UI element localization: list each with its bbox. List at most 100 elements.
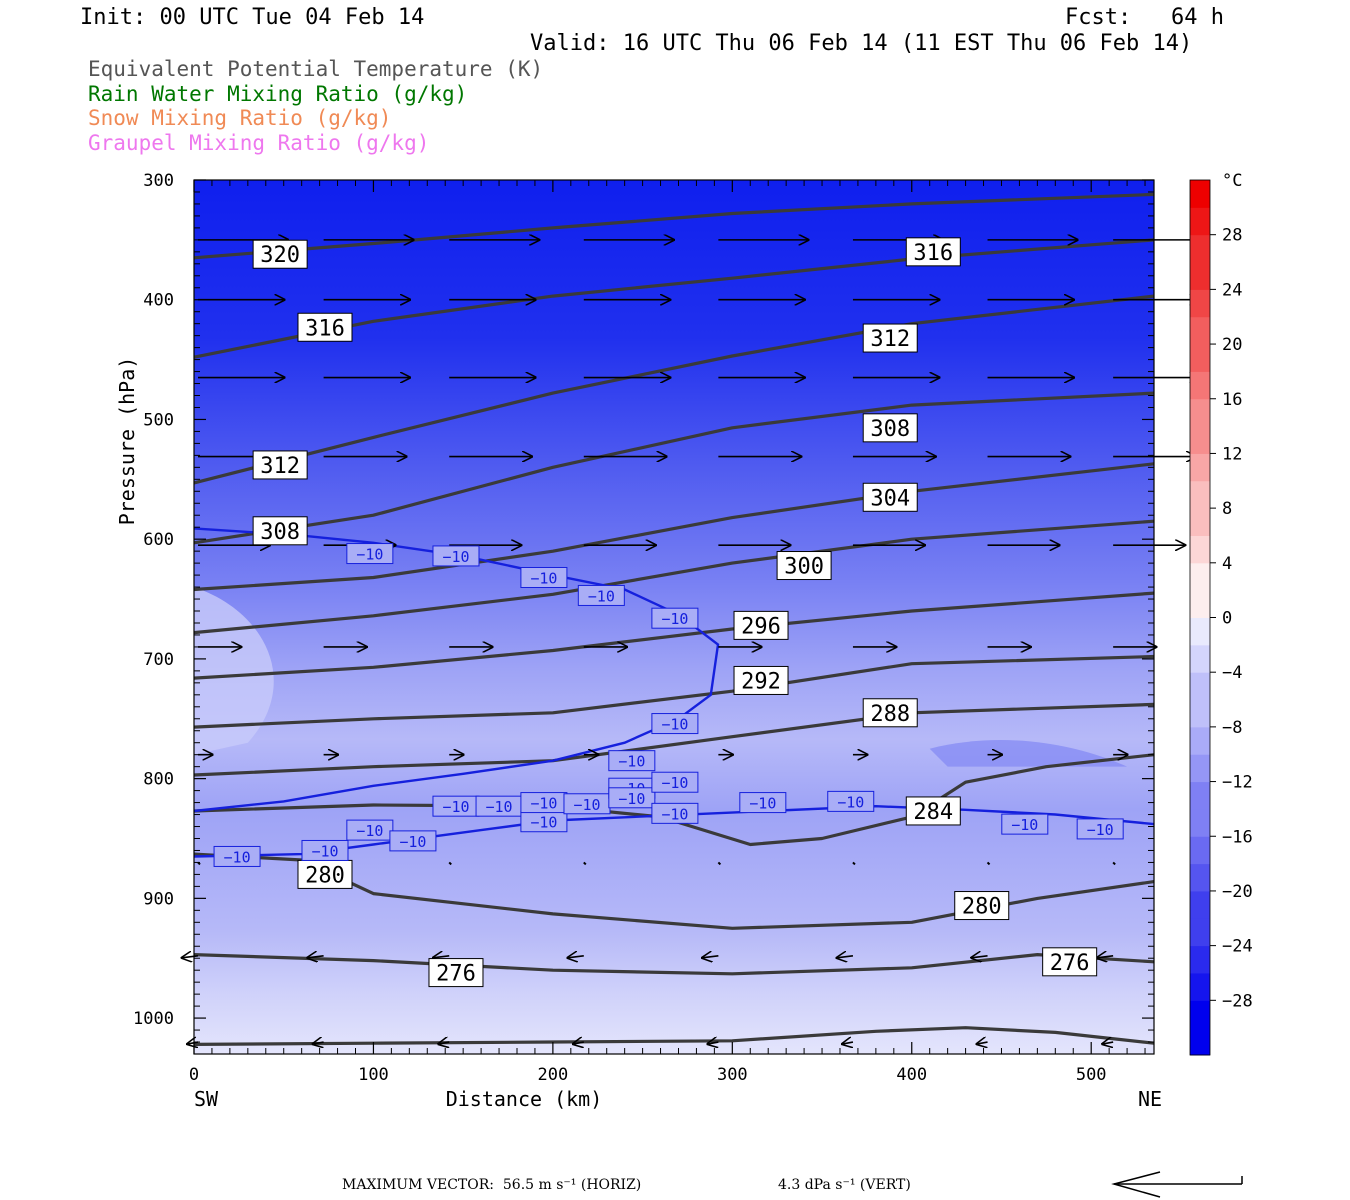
- wind-vector: [837, 956, 854, 958]
- colorbar-segment: [1190, 945, 1210, 974]
- theta-e-label-box: [862, 413, 918, 443]
- x-axis-label: Distance (km): [446, 1087, 603, 1111]
- colorbar-segment: [1190, 180, 1210, 208]
- colorbar-segment: [1190, 754, 1210, 783]
- warm-pocket: [194, 587, 274, 755]
- colorbar-segment: [1190, 781, 1210, 810]
- theta-e-label: 288: [870, 702, 910, 727]
- theta-e-label: 280: [305, 863, 345, 888]
- theta-e-contour-300: [193, 519, 1155, 635]
- colorbar-segment: [1190, 398, 1210, 427]
- isotherm-label: −10: [1011, 816, 1038, 834]
- y-tick-label: 1000: [133, 1009, 174, 1029]
- ne-label: NE: [1138, 1087, 1162, 1111]
- colorbar-tick-label: 20: [1222, 335, 1242, 355]
- colorbar-unit: °C: [1222, 171, 1242, 191]
- x-tick-label: 200: [538, 1065, 569, 1085]
- colorbar-tick-label: −20: [1222, 882, 1253, 902]
- isotherm-label-box: [301, 839, 349, 861]
- theta-e-label: 300: [784, 555, 824, 580]
- legend-rain: Rain Water Mixing Ratio (g/kg): [88, 82, 468, 106]
- theta-e-label-box: [862, 323, 918, 353]
- x-tick-label: 0: [189, 1065, 199, 1085]
- wind-vector: [573, 1042, 584, 1044]
- colorbar-segment: [1190, 644, 1210, 673]
- isotherm-label: −10: [1087, 821, 1114, 839]
- isotherm-label: −10: [224, 848, 251, 866]
- colorbar-segment: [1190, 972, 1210, 1001]
- isotherm-label: −10: [588, 587, 615, 605]
- theta-e-label-box: [428, 958, 484, 988]
- isotherm-label: −10: [618, 753, 645, 771]
- x-tick-label: 400: [896, 1065, 927, 1085]
- isotherm-label-box: [213, 845, 261, 867]
- wind-vector: [852, 861, 856, 866]
- theta-e-contour-296: [193, 591, 1155, 680]
- theta-e-contour-312: [193, 294, 1155, 485]
- wind-vector: [1112, 861, 1116, 866]
- colorbar-segment: [1190, 426, 1210, 454]
- isotherm-label: −10: [485, 798, 512, 816]
- colorbar-tick-label: 16: [1222, 390, 1242, 410]
- colorbar-segment: [1190, 617, 1210, 646]
- theta-e-label: 312: [260, 454, 300, 479]
- theta-e-contour-320: [193, 192, 1155, 260]
- y-tick-label: 400: [143, 291, 174, 311]
- theta-e-contour-272: [193, 1026, 1155, 1046]
- isotherm-label: −10: [661, 805, 688, 823]
- isotherm-label-box: [827, 790, 875, 812]
- wind-vector: [1102, 1042, 1114, 1044]
- isotherm-label: −10: [356, 546, 383, 564]
- colorbar-tick-label: −8: [1222, 718, 1242, 738]
- colorbar-tick-label: 24: [1222, 280, 1242, 300]
- colorbar-segment: [1190, 453, 1210, 482]
- isotherm-label: −10: [356, 822, 383, 840]
- theta-e-contour-276: [193, 953, 1155, 976]
- colorbar-tick-label: 4: [1222, 554, 1232, 574]
- y-tick-label: 500: [143, 410, 174, 430]
- isotherm-label: −10: [311, 842, 338, 860]
- isotherm-label: −10: [442, 798, 469, 816]
- plot-frame: [193, 179, 1155, 1055]
- colorbar-segment: [1190, 836, 1210, 865]
- isotherm-label-box: [651, 713, 699, 735]
- wind-vector: [702, 956, 719, 958]
- isotherm-label: −10: [530, 795, 557, 813]
- valid-time: Valid: 16 UTC Thu 06 Feb 14 (11 EST Thu …: [530, 31, 1193, 56]
- colorbar-segment: [1190, 289, 1210, 318]
- colorbar-tick-label: −12: [1222, 773, 1253, 793]
- theta-e-label-box: [252, 239, 308, 269]
- axes: 300 400 500 600 700 800 900 1000 0 100 200 300 400 50…: [115, 171, 1162, 1111]
- wind-vector: [433, 956, 450, 958]
- theta-e-contour-292: [193, 654, 1155, 729]
- init-time: Init: 00 UTC Tue 04 Feb 14: [80, 5, 425, 30]
- wind-vector: [971, 956, 988, 958]
- y-tick-label: 600: [143, 530, 174, 550]
- legend-snow: Snow Mixing Ratio (g/kg): [88, 106, 392, 130]
- max-vector-label: MAXIMUM VECTOR: 56.5 m s⁻¹ (HORIZ): [342, 1177, 642, 1193]
- wind-vector: [313, 1042, 324, 1044]
- isotherm-label: −10: [661, 774, 688, 792]
- theta-e-contour-308: [193, 391, 1155, 545]
- colorbar-segment: [1190, 863, 1210, 892]
- forecast-hour: Fcst: 64 h: [1065, 5, 1224, 30]
- y-axis-label: Pressure (hPa): [115, 357, 139, 526]
- x-tick-label: 300: [717, 1065, 748, 1085]
- colorbar-segment: [1190, 371, 1210, 400]
- isotherm-label: −10: [749, 795, 776, 813]
- theta-e-contour-304: [193, 462, 1155, 592]
- colorbar-segment: [1190, 562, 1210, 591]
- theta-e-label-box: [297, 312, 353, 342]
- isotherm-label: −10: [442, 548, 469, 566]
- theta-e-label: 320: [260, 243, 300, 268]
- wind-vector: [717, 861, 722, 866]
- isotherm-label-box: [577, 584, 625, 606]
- colorbar-segment: [1190, 234, 1210, 263]
- theta-e-label-box: [252, 450, 308, 480]
- contour-labels: 320 316 316 312 312 308 308 304 300 296 292 288 284 2…: [213, 237, 1124, 988]
- colorbar-tick-label: 0: [1222, 609, 1232, 629]
- colorbar-segment: [1190, 480, 1210, 509]
- y-tick-label: 300: [143, 171, 174, 191]
- legend-theta-e: Equivalent Potential Temperature (K): [88, 57, 544, 81]
